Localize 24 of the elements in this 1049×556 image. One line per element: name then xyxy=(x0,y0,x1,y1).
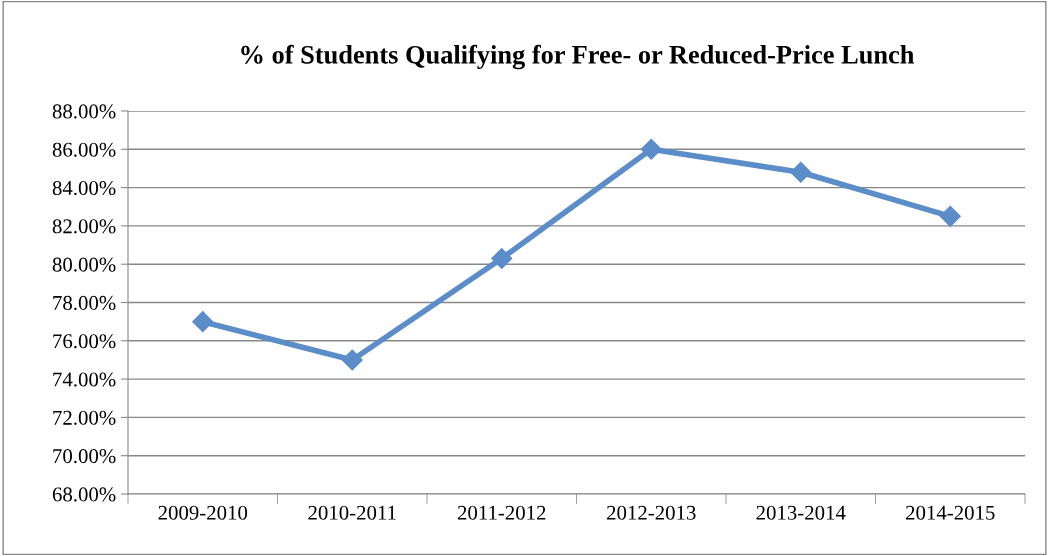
x-tick-label: 2009-2010 xyxy=(158,505,248,520)
y-tick-label: 78.00% xyxy=(53,295,116,311)
y-tick-label: 80.00% xyxy=(52,257,116,272)
y-tick-label: 88.00% xyxy=(52,104,116,119)
point xyxy=(939,205,961,227)
x-tick-label: 2014-2015 xyxy=(906,505,995,520)
y-tick-label: 74.00% xyxy=(53,372,116,387)
y-tick-label: 72.00% xyxy=(53,410,116,425)
point xyxy=(192,311,214,333)
x-tick-label: 2013-2014 xyxy=(756,505,846,520)
x-tick-label: 2010-2011 xyxy=(308,505,396,520)
point xyxy=(341,349,363,371)
x-tick-label: 2011-2012 xyxy=(457,505,546,520)
x-tick-label: 2012-2013 xyxy=(607,505,696,520)
chart-title: % of Students Qualifying for Free- or Reduced-Price Lunch xyxy=(241,44,915,70)
y-tick-label: 84.00% xyxy=(52,180,116,196)
y-tick-label: 86.00% xyxy=(52,142,116,157)
y-tick-label: 68.00% xyxy=(52,487,116,502)
point xyxy=(640,138,662,160)
point xyxy=(491,247,513,269)
y-tick-label: 82.00% xyxy=(52,219,116,234)
point xyxy=(790,161,812,183)
y-tick-label: 76.00% xyxy=(53,334,116,349)
y-tick-label: 70.00% xyxy=(53,449,116,464)
